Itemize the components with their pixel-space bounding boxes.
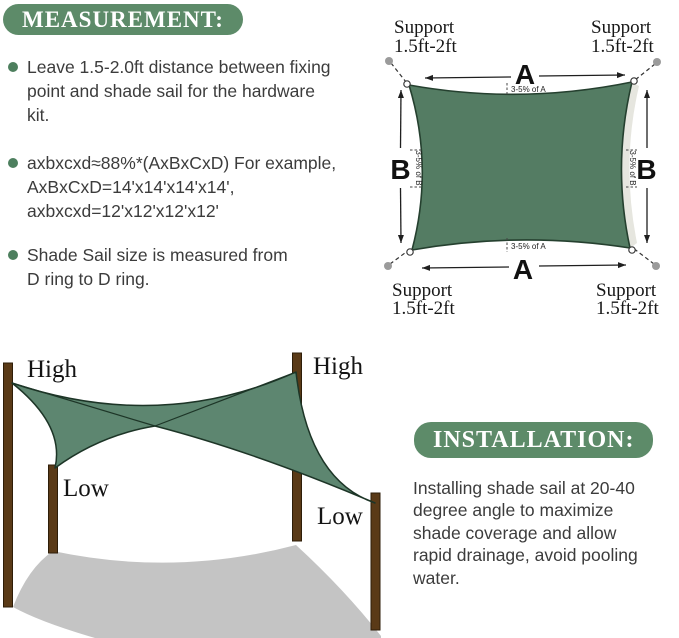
support-label: Support	[392, 280, 453, 301]
list-item: Leave 1.5-2.0ft distance between fixing …	[8, 55, 331, 127]
arrow-left	[421, 264, 510, 271]
tolerance-b-label: 3-5% of B	[628, 150, 637, 185]
sail-fold-line	[154, 371, 297, 427]
arrow-left	[424, 74, 512, 81]
low-label: Low	[63, 475, 109, 502]
bullet-line: Shade Sail size is measured from	[27, 245, 288, 265]
dashed-line	[632, 247, 655, 265]
anchor-dot-icon	[652, 262, 660, 270]
support-label: Support	[591, 17, 652, 38]
support-distance: 1.5ft-2ft	[394, 36, 458, 57]
installation-diagram: High High Low Low	[3, 352, 381, 638]
high-label: High	[27, 356, 78, 383]
support-label: Support	[394, 17, 455, 38]
anchor-dot-icon	[653, 58, 661, 66]
list-item: axbxcxd≈88%*(AxBxCxD) For example, AxBxC…	[8, 151, 336, 223]
bullet-line: Leave 1.5-2.0ft distance between fixing	[27, 57, 331, 77]
shadow-shape	[13, 545, 381, 638]
d-ring-icon	[630, 77, 638, 85]
anchor-dot-icon	[385, 57, 393, 65]
d-ring-icon	[406, 248, 414, 256]
arrow-right	[538, 72, 626, 79]
bullet-line: axbxcxd≈88%*(AxBxCxD) For example,	[27, 153, 337, 173]
bullet-line: axbxcxd=12'x12'x12'x12'	[27, 201, 219, 221]
bullet-dot-icon	[8, 62, 18, 72]
pole-low-left	[48, 464, 58, 554]
installation-text-line: degree angle to maximize	[413, 500, 614, 521]
bullet-text: axbxcxd≈88%*(AxBxCxD) For example, AxBxC…	[27, 151, 336, 223]
d-ring-icon	[628, 246, 636, 254]
tolerance-a-label: 3-5% of A	[511, 85, 546, 94]
bullet-dot-icon	[8, 250, 18, 260]
installation-text: Installing shade sail at 20-40 degree an…	[413, 477, 638, 589]
tolerance-b-label: 3-5% of B	[414, 150, 423, 185]
installation-text-line: Installing shade sail at 20-40	[413, 478, 635, 498]
pole-low-right	[370, 492, 381, 631]
arrow-right	[538, 262, 627, 269]
bullet-line: D ring to D ring.	[27, 269, 150, 289]
bullet-line: kit.	[27, 105, 50, 125]
dashed-line	[634, 63, 656, 81]
bullet-line: AxBxCxD=14'x14'x14'x14',	[27, 177, 235, 197]
arrow-down	[397, 187, 404, 244]
measurement-diagram: Support 1.5ft-2ft Support 1.5ft-2ft Supp…	[384, 17, 661, 319]
support-distance: 1.5ft-2ft	[392, 298, 456, 319]
bullet-text: Leave 1.5-2.0ft distance between fixing …	[27, 55, 331, 127]
bullet-text: Shade Sail size is measured from D ring …	[27, 243, 288, 291]
dashed-line	[389, 249, 410, 265]
anchor-dot-icon	[384, 262, 392, 270]
shade-sail-shape	[11, 371, 376, 504]
sail-highlight-shape	[621, 82, 639, 248]
dashed-line	[390, 62, 407, 83]
support-distance: 1.5ft-2ft	[591, 36, 655, 57]
measurement-title: MEASUREMENT:	[3, 4, 243, 35]
installation-text-line: shade coverage and allow	[413, 522, 617, 543]
list-item: Shade Sail size is measured from D ring …	[8, 243, 288, 291]
height-label-b: B	[390, 154, 410, 185]
support-distance: 1.5ft-2ft	[596, 298, 660, 319]
support-label: Support	[596, 280, 657, 301]
height-label-b: B	[636, 154, 656, 185]
bullet-line: point and shade sail for the hardware	[27, 81, 315, 101]
installation-text-line: water.	[413, 567, 460, 588]
bullet-dot-icon	[8, 158, 18, 168]
installation-text-line: rapid drainage, avoid pooling	[413, 545, 638, 566]
pole-high-left	[3, 362, 13, 608]
width-label-a: A	[515, 59, 535, 90]
high-label: High	[313, 353, 364, 380]
low-label: Low	[317, 503, 363, 530]
arrow-up	[397, 89, 404, 149]
width-label-a: A	[513, 254, 533, 285]
sail-fold-line	[11, 382, 156, 427]
tolerance-a-label: 3-5% of A	[511, 242, 546, 251]
shade-sail-shape	[408, 81, 633, 251]
d-ring-icon	[403, 80, 411, 88]
installation-title: INSTALLATION:	[414, 422, 654, 458]
